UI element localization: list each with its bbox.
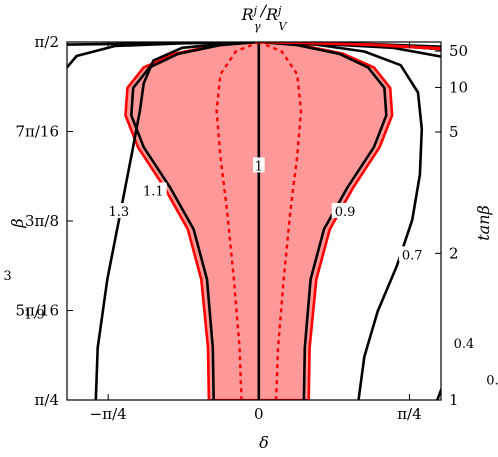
- contour-line-extra-12: [257, 42, 441, 50]
- contour-label-0.7: 0.7: [402, 248, 423, 263]
- tick-layer: −π/4 0 π/4 π/4 5π/16 3π/8 7π/16 π/2 1 2 5 10 50: [15, 33, 468, 423]
- contour-label-bg: [20, 305, 48, 321]
- contour-label-layer: 3 1.9 1.3 1.1 1 0.9 0.7 0.4 0.1: [1, 157, 498, 389]
- contour-line-0.4: [257, 42, 441, 400]
- svg-text:Rjγ/RjV: Rj γ/Rj V: [241, 1, 288, 33]
- contour-label-1.1: 1.1: [143, 185, 164, 200]
- y2-axis-label: tanβ: [474, 205, 493, 241]
- y2-tick-label: 10: [449, 78, 468, 96]
- contour-label-bg: [1, 266, 14, 282]
- contour-label-bg: [139, 182, 167, 198]
- contour-line-0.9: [257, 42, 388, 400]
- contour-line-3: [67, 42, 261, 46]
- contour-line-1.1: [130, 42, 261, 400]
- contour-label-1.3: 1.3: [108, 205, 129, 220]
- contour-label-bg: [483, 371, 498, 387]
- y2-tick-label: 1: [449, 391, 459, 409]
- x-tick-label: 0: [254, 405, 264, 423]
- contour-line-1.3: [94, 42, 261, 400]
- y-tick-label: 3π/8: [25, 212, 59, 230]
- contour-label-bg: [252, 157, 265, 173]
- y-tick-label: 5π/16: [15, 301, 59, 319]
- contour-label-1.9: 1.9: [24, 308, 45, 323]
- dashed-contour-0: [215, 42, 260, 400]
- contour-label-bg: [331, 203, 359, 219]
- y2-tick-label: 5: [449, 123, 459, 141]
- y-tick-label: 7π/16: [15, 122, 59, 140]
- contour-label-0.1: 0.1: [486, 374, 498, 389]
- dashed-contour-1: [258, 42, 303, 400]
- contour-line-0.7: [257, 42, 424, 400]
- contour-line-1.9: [67, 42, 261, 70]
- contour-label-0.9: 0.9: [335, 205, 356, 220]
- y-tick-label: π/4: [35, 391, 59, 409]
- contour-label-bg: [398, 246, 426, 262]
- plot-title: Rj γ/Rj V: [241, 1, 288, 33]
- contour-label-bg: [105, 203, 133, 219]
- contour-label-1: 1: [255, 159, 263, 174]
- x-tick-label: −π/4: [90, 405, 127, 423]
- y2-tick-label: 2: [449, 244, 459, 262]
- x-tick-label: π/4: [397, 405, 421, 423]
- y-axis-label: β: [8, 218, 27, 228]
- contour-label-3: 3: [3, 269, 11, 284]
- contour-label-bg: [450, 335, 478, 351]
- contour-label-0.4: 0.4: [454, 337, 475, 352]
- x-axis-label: δ: [259, 433, 269, 452]
- y-tick-label: π/2: [35, 33, 59, 51]
- y2-tick-label: 50: [449, 42, 468, 60]
- contour-layer: [67, 42, 441, 400]
